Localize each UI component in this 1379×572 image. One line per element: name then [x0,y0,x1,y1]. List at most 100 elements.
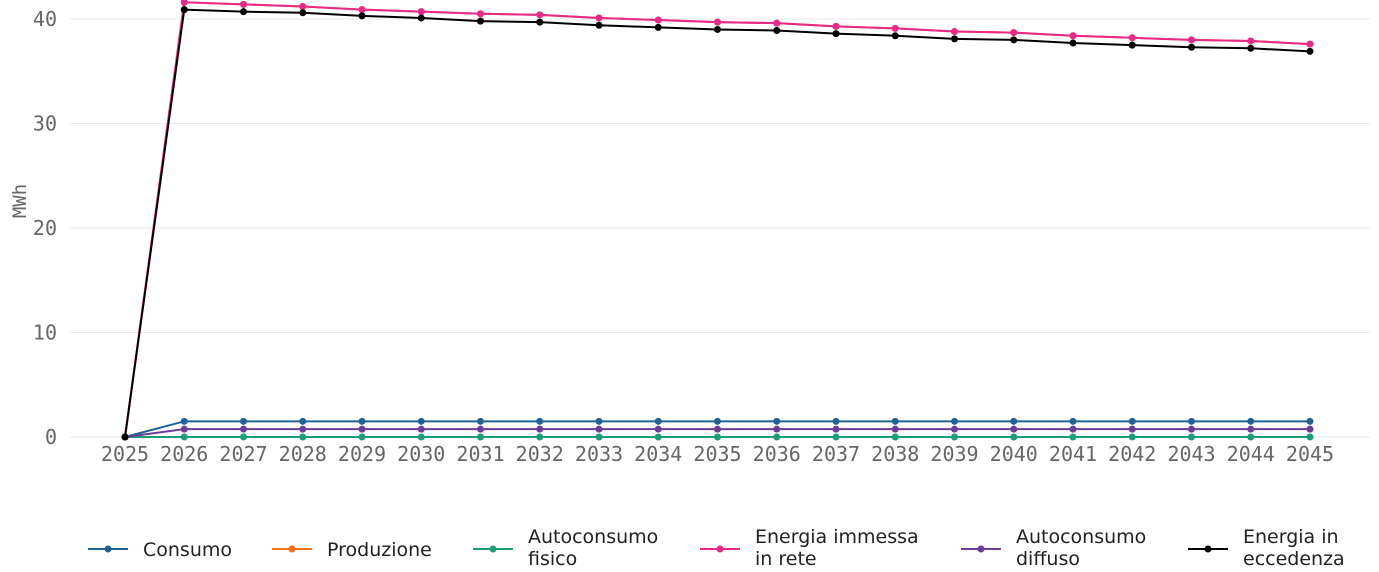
data-point [536,417,544,425]
data-point [1188,425,1195,433]
y-tick-label: 0 [45,425,57,449]
data-point [1247,417,1255,425]
legend-swatch-marker [716,545,724,553]
legend-label: Autoconsumo [528,526,658,548]
data-point [1247,37,1255,45]
data-point [180,425,188,433]
data-point [773,417,781,425]
data-point [1306,417,1314,425]
legend-label: Consumo [143,539,232,561]
data-point [1069,417,1077,425]
grid-lines [70,18,1370,438]
data-point [1128,417,1136,425]
data-point [773,433,781,441]
data-point [595,21,603,29]
data-point [1306,433,1314,441]
data-point [240,425,247,433]
data-point [1306,40,1314,48]
data-point [832,30,840,38]
data-point [299,2,307,10]
series-autoconsumo-diffuso [121,425,1314,441]
data-point [773,425,781,433]
x-tick-label: 2039 [930,442,978,466]
data-point [891,433,899,441]
y-tick-label: 20 [33,216,57,240]
data-point [773,19,781,27]
data-point [891,425,899,433]
data-point [1128,41,1136,49]
legend-label: eccedenza [1243,548,1345,570]
data-point [654,23,662,31]
data-point [417,14,425,22]
data-point [773,26,781,34]
series-consumo [121,417,1314,441]
data-point [417,425,425,433]
x-tick-label: 2031 [456,442,504,466]
data-point [180,433,188,441]
data-point [951,35,958,43]
data-point [595,425,603,433]
data-point [595,433,603,441]
x-tick-label: 2030 [397,442,445,466]
legend-swatch-marker [977,545,985,553]
data-point [1069,39,1077,47]
data-point [1306,47,1314,55]
x-tick-label: 2045 [1286,442,1334,466]
data-point [951,28,958,36]
data-point [121,433,129,441]
legend-label: Energia immessa [755,526,919,548]
legend-label: Produzione [327,539,432,561]
data-point [299,9,307,17]
data-point [180,417,188,425]
x-tick-label: 2028 [279,442,327,466]
x-tick-label: 2042 [1108,442,1156,466]
data-point [891,417,899,425]
data-point [1069,32,1077,40]
data-point [1010,29,1018,37]
data-point [417,433,425,441]
series-energia-immessa-in-rete [121,0,1314,441]
data-point [536,425,544,433]
series-produzione [121,0,1314,441]
data-point [1247,425,1255,433]
data-point [1128,34,1136,42]
data-point [180,0,188,6]
data-point [358,417,366,425]
data-point [891,32,899,40]
x-tick-label: 2026 [160,442,208,466]
data-point [595,14,603,22]
legend-item: Consumo [88,539,232,561]
legend-swatch-marker [288,545,296,553]
data-point [951,417,958,425]
data-point [1188,417,1195,425]
x-tick-label: 2027 [219,442,267,466]
x-tick-label: 2035 [693,442,741,466]
x-tick-label: 2041 [1049,442,1097,466]
series-autoconsumo-fisico [121,433,1314,441]
x-tick-label: 2043 [1167,442,1215,466]
data-point [477,10,484,18]
x-tick-label: 2044 [1227,442,1275,466]
x-tick-label: 2037 [812,442,860,466]
data-point [1128,425,1136,433]
data-point [714,417,721,425]
data-point [1069,425,1077,433]
data-point [477,17,484,25]
data-point [1010,433,1018,441]
data-point [1010,36,1018,44]
data-point [240,433,247,441]
data-point [951,425,958,433]
data-point [299,433,307,441]
data-point [1188,43,1195,51]
x-tick-label: 2025 [101,442,149,466]
y-tick-label: 40 [33,7,57,31]
data-point [299,417,307,425]
data-point [240,8,247,16]
data-point [477,433,484,441]
x-tick-label: 2029 [338,442,386,466]
legend-label: in rete [755,548,817,570]
